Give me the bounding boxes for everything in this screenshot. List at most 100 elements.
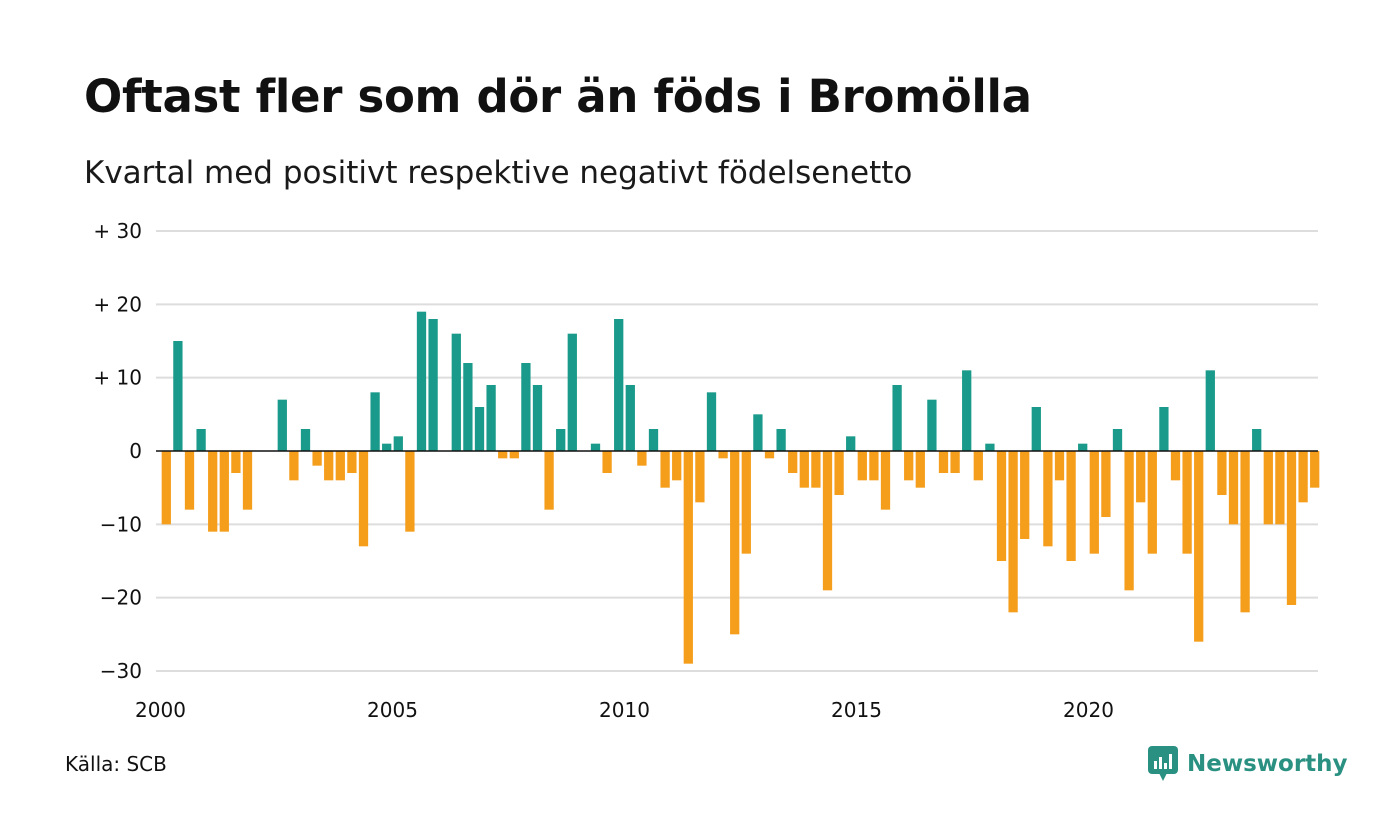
bar bbox=[498, 451, 508, 459]
bar bbox=[486, 385, 496, 451]
bar bbox=[428, 319, 438, 451]
bar bbox=[672, 451, 682, 481]
bar bbox=[393, 436, 403, 451]
chart-title: Oftast fler som dör än föds i Bromölla bbox=[84, 70, 1032, 123]
x-tick-label: 2015 bbox=[831, 698, 882, 722]
bar bbox=[1147, 451, 1157, 554]
bar bbox=[161, 451, 171, 525]
bar bbox=[521, 363, 531, 451]
bar bbox=[683, 451, 693, 664]
bar bbox=[637, 451, 647, 466]
bar bbox=[1182, 451, 1192, 554]
brand-name: Newsworthy bbox=[1187, 751, 1348, 777]
bar bbox=[985, 443, 995, 451]
bar bbox=[869, 451, 879, 481]
bar bbox=[1298, 451, 1308, 503]
bar bbox=[648, 429, 659, 451]
bar bbox=[590, 443, 601, 451]
bar bbox=[1275, 451, 1285, 525]
bar bbox=[880, 451, 891, 510]
bar bbox=[938, 451, 949, 473]
bar bbox=[753, 414, 763, 451]
bar bbox=[1310, 451, 1320, 488]
y-tick-label: −20 bbox=[100, 586, 142, 610]
bar bbox=[892, 385, 902, 451]
bar bbox=[208, 451, 218, 532]
bar bbox=[788, 451, 798, 473]
bar bbox=[231, 451, 241, 473]
bar bbox=[857, 451, 867, 481]
bar bbox=[1112, 429, 1123, 451]
bar bbox=[277, 399, 287, 451]
bar bbox=[335, 451, 345, 481]
bar bbox=[1286, 451, 1297, 605]
axis-layer: + 30 + 20 + 10 0 −10 −20 −30 2000 2005 2010 2015 20… bbox=[93, 219, 1318, 722]
bar bbox=[242, 451, 253, 510]
bar bbox=[1020, 451, 1030, 539]
bar bbox=[718, 451, 728, 459]
bar bbox=[625, 385, 635, 451]
bar bbox=[532, 385, 543, 451]
bar bbox=[1252, 429, 1262, 451]
bar bbox=[509, 451, 519, 459]
bar bbox=[347, 451, 357, 473]
bar bbox=[312, 451, 322, 466]
bar bbox=[1217, 451, 1227, 495]
bar bbox=[776, 429, 786, 451]
bar bbox=[846, 436, 856, 451]
bar bbox=[1008, 451, 1018, 613]
bar bbox=[567, 333, 577, 451]
bar bbox=[822, 451, 833, 591]
bar bbox=[1043, 451, 1053, 547]
bar bbox=[184, 451, 195, 510]
bar bbox=[660, 451, 670, 488]
bar bbox=[614, 319, 624, 451]
brand-logo: Newsworthy bbox=[1148, 744, 1348, 784]
bar-layer bbox=[161, 311, 1320, 664]
bar bbox=[811, 451, 821, 488]
bar bbox=[1159, 407, 1169, 451]
bar bbox=[1240, 451, 1250, 613]
y-tick-label: 0 bbox=[129, 439, 142, 463]
bar bbox=[358, 451, 369, 547]
bar bbox=[1205, 370, 1215, 451]
y-tick-label: + 20 bbox=[93, 292, 142, 316]
bar bbox=[1228, 451, 1239, 525]
y-tick-label: + 10 bbox=[93, 366, 142, 390]
bar bbox=[1263, 451, 1273, 525]
bar bbox=[324, 451, 334, 481]
source-note: Källa: SCB bbox=[65, 752, 167, 776]
bar bbox=[730, 451, 740, 635]
bar bbox=[451, 333, 461, 451]
bar bbox=[996, 451, 1007, 561]
bar bbox=[1089, 451, 1099, 554]
y-tick-label: + 30 bbox=[93, 219, 142, 243]
bar bbox=[764, 451, 775, 459]
bar bbox=[602, 451, 612, 473]
bar bbox=[416, 311, 427, 451]
bar bbox=[1066, 451, 1076, 561]
bar bbox=[799, 451, 809, 488]
bar bbox=[1136, 451, 1146, 503]
x-tick-label: 2010 bbox=[599, 698, 650, 722]
chart-subtitle: Kvartal med positivt respektive negativt… bbox=[84, 155, 913, 191]
bar bbox=[741, 451, 751, 554]
bar bbox=[382, 443, 392, 451]
bar bbox=[950, 451, 960, 473]
bar bbox=[370, 392, 380, 451]
bar bbox=[1194, 451, 1204, 642]
grid-layer bbox=[156, 230, 1318, 672]
bar bbox=[915, 451, 925, 488]
bar bbox=[1054, 451, 1065, 481]
y-tick-label: −10 bbox=[100, 512, 142, 536]
bar bbox=[289, 451, 299, 481]
x-tick-label: 2000 bbox=[135, 698, 186, 722]
bar bbox=[196, 429, 206, 451]
bar bbox=[706, 392, 717, 451]
bar bbox=[962, 370, 972, 451]
x-tick-label: 2005 bbox=[367, 698, 418, 722]
bar bbox=[695, 451, 705, 503]
y-tick-label: −30 bbox=[100, 659, 142, 683]
bar bbox=[544, 451, 554, 510]
